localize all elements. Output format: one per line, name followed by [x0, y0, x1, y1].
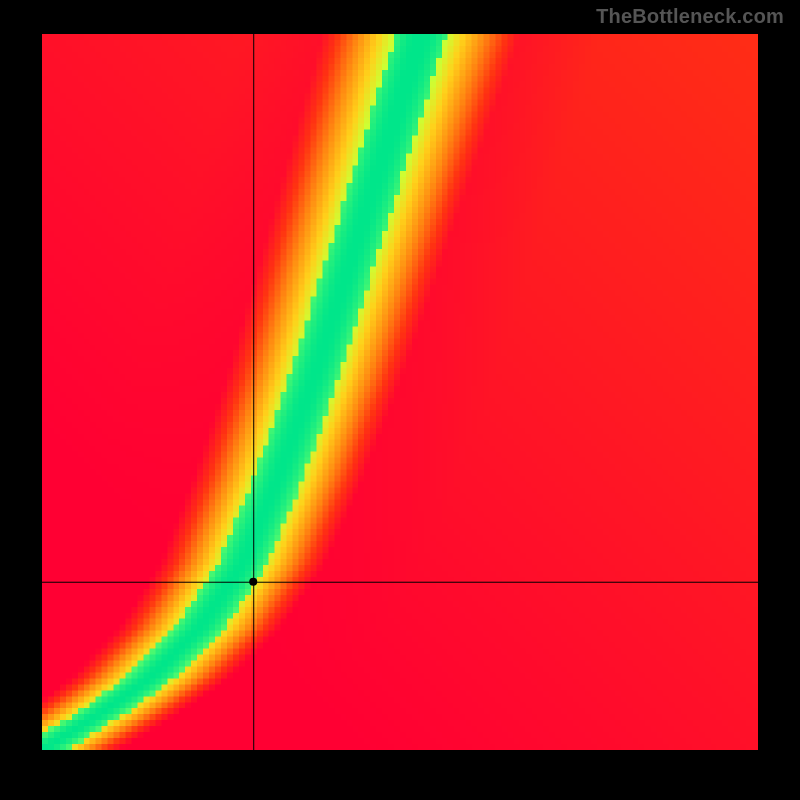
crosshair-overlay	[42, 34, 758, 750]
chart-container: TheBottleneck.com	[0, 0, 800, 800]
watermark-text: TheBottleneck.com	[596, 6, 784, 29]
heatmap-plot	[42, 34, 758, 750]
